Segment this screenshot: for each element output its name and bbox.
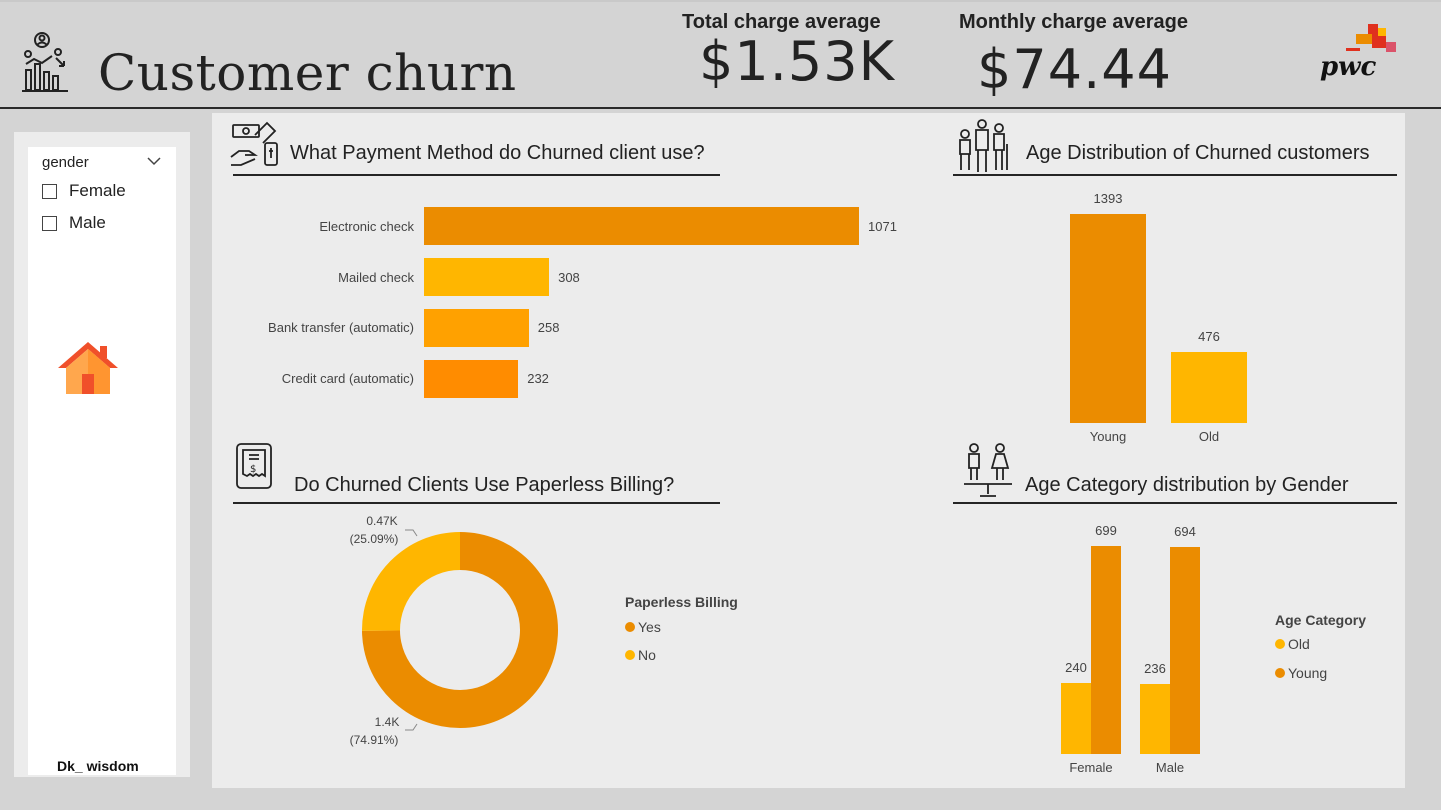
bar[interactable] bbox=[1070, 214, 1146, 423]
author-credit: Dk_ wisdom bbox=[57, 758, 139, 774]
legend-dot bbox=[625, 650, 635, 660]
logo-block bbox=[1372, 34, 1386, 48]
x-tick-label: Young bbox=[1089, 429, 1127, 444]
bar-value-label: 694 bbox=[1174, 524, 1196, 540]
people-age-icon bbox=[959, 119, 1008, 172]
bar[interactable] bbox=[1170, 547, 1200, 754]
slicer-title: gender bbox=[42, 154, 89, 171]
bar-category-label: Credit card (automatic) bbox=[281, 371, 414, 386]
bar-value-label: 240 bbox=[1065, 659, 1087, 675]
bar[interactable] bbox=[1140, 683, 1170, 754]
header: Customer churn Total charge average $1.5… bbox=[0, 0, 1441, 109]
x-tick-label: Female bbox=[1069, 760, 1113, 775]
legend-label: Old bbox=[1288, 636, 1310, 652]
gender-title-underline bbox=[953, 502, 1397, 504]
bar-value-label: 232 bbox=[527, 371, 549, 386]
logo-block bbox=[1378, 28, 1386, 36]
bar-value-label: 476 bbox=[1198, 328, 1220, 344]
paperless-donut-chart bbox=[362, 532, 558, 728]
page-title: Customer churn bbox=[98, 44, 517, 102]
x-tick-label: Male bbox=[1155, 760, 1185, 775]
chevron-down-icon[interactable] bbox=[146, 155, 162, 167]
gender-balance-icon bbox=[964, 443, 1012, 497]
logo-block bbox=[1386, 42, 1396, 52]
bar[interactable] bbox=[424, 360, 519, 398]
age-chart-title: Age Distribution of Churned customers bbox=[1026, 142, 1370, 164]
donut-percent-label: (25.09%) bbox=[349, 532, 399, 546]
bar[interactable] bbox=[424, 207, 859, 245]
legend-item-young[interactable]: Young bbox=[1275, 665, 1327, 681]
kpi-monthly-label: Monthly charge average bbox=[959, 11, 1188, 33]
bar-category-label: Electronic check bbox=[319, 219, 414, 234]
logo-block bbox=[1356, 34, 1372, 44]
donut-value-label: 0.47K bbox=[366, 514, 398, 528]
filter-option-female[interactable]: Female bbox=[42, 181, 126, 201]
logo-text: pwc bbox=[1320, 52, 1377, 82]
paperless-chart-title: Do Churned Clients Use Paperless Billing… bbox=[294, 474, 675, 496]
pwc-logo: pwc bbox=[1318, 24, 1398, 84]
donut-leader-lines bbox=[405, 529, 418, 731]
logo-block bbox=[1346, 48, 1360, 51]
kpi-total-value: $1.53K bbox=[699, 30, 896, 93]
kpi-total-label: Total charge average bbox=[682, 11, 881, 33]
age-title-underline bbox=[953, 174, 1397, 176]
x-tick-label: Old bbox=[1198, 429, 1220, 444]
donut-slice-yes[interactable] bbox=[362, 532, 558, 728]
bar[interactable] bbox=[1171, 351, 1247, 423]
invoice-icon: $ bbox=[236, 443, 272, 489]
top-border bbox=[0, 0, 1441, 2]
checkbox[interactable] bbox=[42, 215, 57, 231]
gender-slicer: gender bbox=[28, 147, 176, 775]
donut-value-label: 1.4K bbox=[374, 715, 400, 729]
filter-option-label: Male bbox=[69, 213, 106, 232]
bar[interactable] bbox=[424, 309, 529, 347]
legend-dot bbox=[1275, 668, 1285, 678]
analytics-people-icon bbox=[22, 32, 68, 92]
logo-block bbox=[1368, 24, 1378, 34]
payment-chart-title: What Payment Method do Churned client us… bbox=[290, 142, 705, 164]
bar[interactable] bbox=[1091, 546, 1121, 754]
legend-label: Yes bbox=[638, 619, 661, 635]
bar-value-label: 308 bbox=[558, 270, 580, 285]
bar-category-label: Mailed check bbox=[338, 270, 414, 285]
checkbox[interactable] bbox=[42, 183, 57, 199]
bar-value-label: 699 bbox=[1095, 523, 1117, 538]
gender-chart-title: Age Category distribution by Gender bbox=[1025, 474, 1349, 496]
legend-item-old[interactable]: Old bbox=[1275, 636, 1310, 652]
legend-label: Young bbox=[1288, 665, 1328, 681]
bar[interactable] bbox=[424, 258, 550, 296]
legend-dot bbox=[1275, 639, 1285, 649]
payment-icon bbox=[230, 121, 278, 166]
paperless-title-underline bbox=[233, 502, 720, 504]
payment-title-underline bbox=[233, 174, 720, 176]
donut-slice-no[interactable] bbox=[362, 532, 460, 631]
filter-option-label: Female bbox=[69, 181, 126, 200]
legend-item-no[interactable]: No bbox=[625, 647, 656, 663]
legend-title: Paperless Billing bbox=[625, 594, 738, 610]
bar-value-label: 236 bbox=[1144, 660, 1166, 676]
filter-option-male[interactable]: Male bbox=[42, 213, 106, 233]
bar-category-label: Bank transfer (automatic) bbox=[268, 320, 414, 335]
svg-text:$: $ bbox=[250, 464, 256, 475]
home-icon[interactable] bbox=[56, 340, 120, 396]
donut-percent-label: (74.91%) bbox=[349, 733, 399, 747]
bar-value-label: 1071 bbox=[868, 219, 897, 234]
bar-value-label: 258 bbox=[537, 320, 560, 335]
legend-dot bbox=[625, 622, 635, 632]
bar[interactable] bbox=[1061, 682, 1091, 754]
kpi-monthly-value: $74.44 bbox=[977, 38, 1172, 101]
legend-label: No bbox=[638, 647, 656, 663]
bar-value-label: 1393 bbox=[1093, 191, 1123, 206]
legend-title: Age Category bbox=[1275, 612, 1367, 628]
legend-item-yes[interactable]: Yes bbox=[625, 619, 661, 635]
